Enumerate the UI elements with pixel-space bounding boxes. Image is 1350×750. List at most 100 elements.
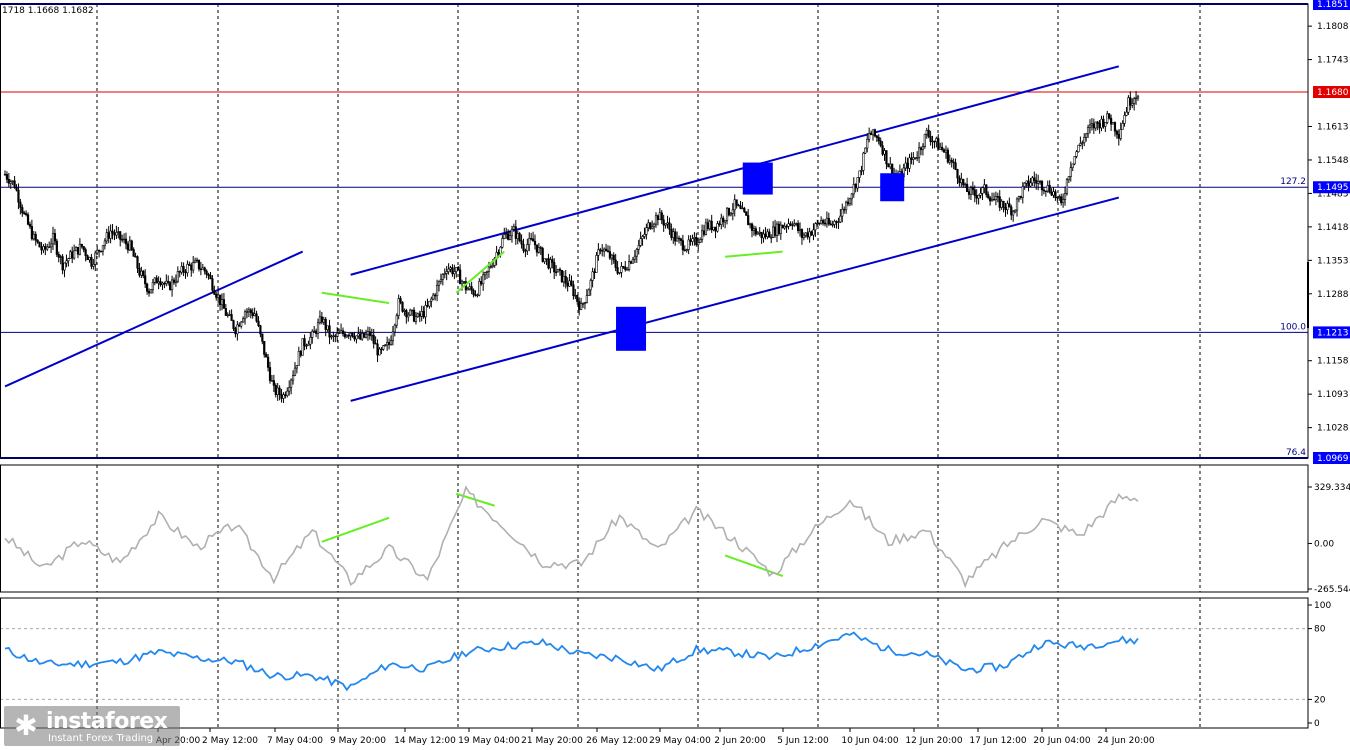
candle-body bbox=[758, 231, 761, 234]
candle bbox=[912, 152, 915, 165]
candle bbox=[908, 153, 911, 173]
candle bbox=[117, 227, 120, 239]
signal-marker bbox=[742, 162, 773, 195]
candle-body bbox=[904, 162, 907, 169]
candle bbox=[714, 226, 717, 239]
candle bbox=[138, 262, 141, 278]
candle bbox=[1113, 121, 1117, 137]
candle bbox=[9, 179, 12, 189]
candle-body bbox=[422, 311, 425, 318]
candle-body bbox=[474, 294, 477, 296]
candle-body bbox=[649, 222, 652, 229]
candle bbox=[850, 193, 853, 206]
candle bbox=[758, 227, 761, 237]
candle-body bbox=[101, 245, 105, 252]
candle bbox=[243, 309, 247, 325]
candle bbox=[1044, 190, 1047, 197]
candle-body bbox=[925, 130, 928, 135]
candle bbox=[745, 211, 748, 216]
candle-body bbox=[622, 266, 625, 268]
candle-body bbox=[288, 387, 291, 392]
candle bbox=[1073, 156, 1076, 166]
candle-body bbox=[472, 289, 475, 296]
candle bbox=[804, 232, 807, 238]
candle-body bbox=[952, 161, 955, 164]
candle-body bbox=[384, 344, 387, 347]
price-divergence-line bbox=[321, 291, 390, 305]
candle-body bbox=[833, 221, 836, 225]
candle-body bbox=[1100, 118, 1103, 129]
candle-body bbox=[134, 256, 137, 258]
candle-body bbox=[301, 338, 304, 356]
candle bbox=[468, 283, 471, 291]
candle-body bbox=[614, 259, 617, 268]
candle bbox=[30, 219, 33, 241]
candle bbox=[526, 238, 529, 255]
candle-body bbox=[816, 222, 819, 225]
candle bbox=[242, 316, 245, 323]
candle bbox=[535, 244, 539, 257]
candle bbox=[378, 347, 381, 356]
candle bbox=[76, 247, 80, 259]
candle bbox=[877, 134, 880, 145]
trend-channel[interactable] bbox=[4, 65, 1120, 402]
candle bbox=[472, 288, 475, 298]
candle bbox=[1077, 144, 1080, 153]
candle-body bbox=[616, 267, 619, 274]
candle-body bbox=[628, 261, 631, 270]
candle-body bbox=[445, 271, 448, 274]
candle bbox=[691, 234, 694, 246]
candle-body bbox=[278, 387, 281, 395]
candle bbox=[74, 246, 78, 252]
candle-body bbox=[754, 228, 757, 235]
candle bbox=[514, 220, 517, 245]
candle-body bbox=[44, 246, 47, 250]
candle bbox=[326, 325, 329, 332]
candle-body bbox=[324, 318, 327, 330]
candle bbox=[318, 310, 322, 325]
candle-body bbox=[163, 282, 166, 285]
candle bbox=[238, 322, 241, 327]
candle bbox=[101, 245, 105, 256]
candle bbox=[372, 328, 375, 349]
candle bbox=[305, 343, 308, 350]
cci-axis: 329.3341 0.00 -265.544 bbox=[1308, 483, 1350, 595]
candle-body bbox=[677, 237, 681, 240]
candle-body bbox=[681, 240, 684, 251]
candle-body bbox=[211, 278, 214, 291]
candle-body bbox=[357, 333, 360, 337]
candle-body bbox=[660, 212, 663, 221]
candle bbox=[453, 264, 456, 280]
candle-body bbox=[875, 135, 878, 138]
time-tick-label: 20 Jun 04:00 bbox=[1033, 736, 1090, 746]
candle-body bbox=[128, 240, 131, 251]
candle-body bbox=[1098, 123, 1101, 129]
candle-body bbox=[259, 325, 262, 335]
candle bbox=[587, 288, 590, 296]
candle bbox=[149, 289, 153, 294]
candle bbox=[176, 266, 179, 284]
candle bbox=[1100, 115, 1103, 132]
candle bbox=[69, 249, 72, 259]
candle-body bbox=[374, 343, 377, 345]
candle bbox=[580, 297, 583, 311]
candle-body bbox=[1073, 156, 1076, 165]
candle bbox=[716, 220, 719, 233]
candle-body bbox=[522, 243, 525, 251]
signal-marker bbox=[616, 306, 647, 351]
candle bbox=[1029, 177, 1032, 188]
candle bbox=[28, 221, 32, 229]
candle-body bbox=[443, 273, 446, 275]
candle-body bbox=[451, 267, 454, 275]
candle-body bbox=[781, 224, 784, 229]
candle bbox=[247, 307, 250, 318]
candle-body bbox=[247, 309, 250, 313]
candle-body bbox=[802, 234, 805, 238]
candle bbox=[944, 145, 948, 159]
candle bbox=[560, 270, 563, 284]
candle bbox=[827, 212, 830, 226]
candle bbox=[401, 301, 404, 313]
candle-body bbox=[1088, 124, 1092, 128]
candle-body bbox=[981, 187, 984, 194]
